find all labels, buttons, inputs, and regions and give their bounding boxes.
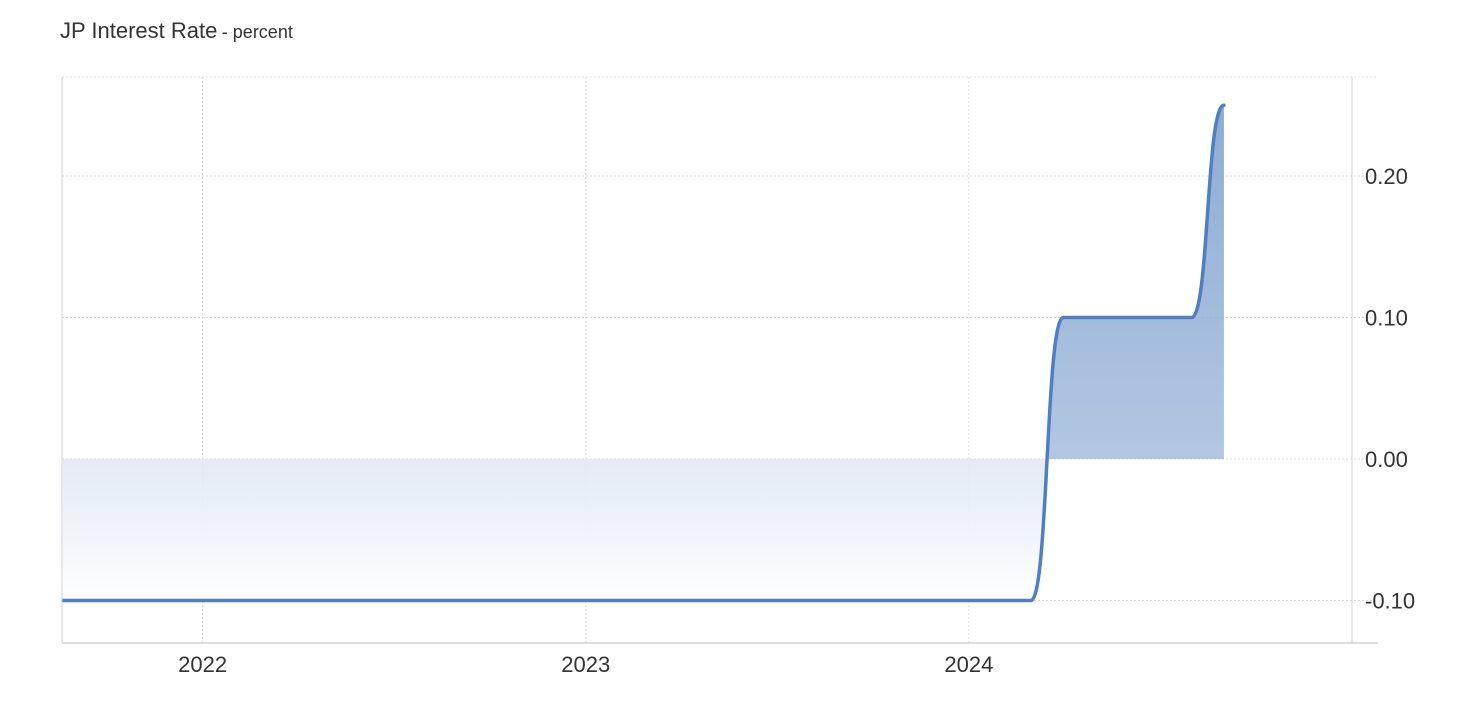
- x-tick-label: 2024: [944, 652, 993, 677]
- data-point: [1061, 316, 1065, 320]
- y-tick-label: 0.10: [1365, 306, 1408, 331]
- x-tick-label: 2022: [178, 652, 227, 677]
- chart-title: JP Interest Rate: [60, 18, 218, 43]
- chart-subtitle: - percent: [221, 22, 293, 42]
- y-tick-label: 0.00: [1365, 447, 1408, 472]
- axes: [61, 77, 1378, 644]
- area-fill-negative: [63, 459, 1224, 601]
- area-fill: [63, 105, 1224, 601]
- series-line-layer: [61, 103, 1226, 603]
- data-point: [1157, 316, 1161, 320]
- data-point: [1189, 316, 1193, 320]
- chart-header: JP Interest Rate - percent: [60, 18, 293, 44]
- y-tick-label: 0.20: [1365, 164, 1408, 189]
- data-point: [1029, 599, 1033, 603]
- y-tick-label: -0.10: [1365, 589, 1415, 614]
- tick-labels: 0.20 0.10 0.00 -0.10 2022 2023 2024: [178, 164, 1415, 677]
- area-fill-positive: [1047, 105, 1224, 460]
- data-point: [1222, 103, 1226, 107]
- series-line: [61, 103, 1226, 603]
- x-tick-label: 2023: [561, 652, 610, 677]
